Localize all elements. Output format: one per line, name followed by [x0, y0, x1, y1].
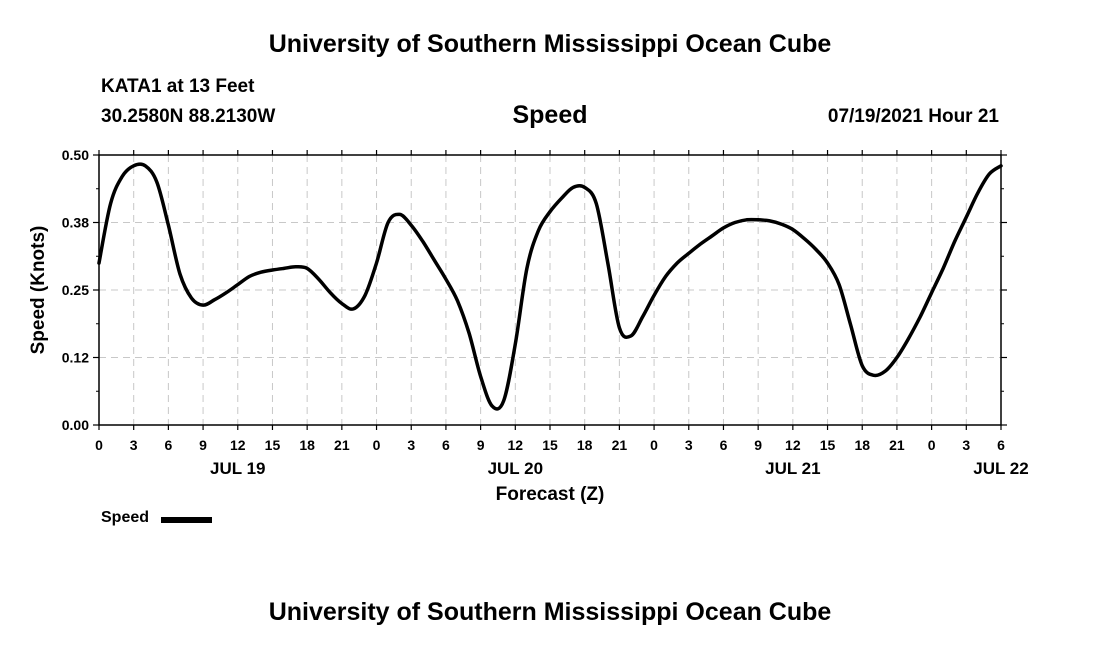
x-tick-label: 9: [199, 437, 207, 453]
y-axis-label: Speed (Knots): [28, 226, 49, 355]
x-tick-label: 15: [820, 437, 836, 453]
series-line-speed: [97, 162, 1003, 411]
x-tick-label: 21: [612, 437, 628, 453]
legend-label: Speed: [101, 509, 150, 526]
x-tick-label: 6: [164, 437, 172, 453]
x-tick-label: 12: [230, 437, 246, 453]
x-tick-label: 21: [889, 437, 905, 453]
y-tick-label: 0.38: [62, 215, 89, 231]
x-tick-label: 0: [650, 437, 658, 453]
date-label: JUL 22: [973, 459, 1028, 478]
y-tick-label: 0.50: [62, 147, 89, 163]
x-tick-label: 0: [95, 437, 103, 453]
date-label: JUL 21: [765, 459, 820, 478]
x-tick-label: 15: [542, 437, 558, 453]
footer-organization-title: University of Southern Mississippi Ocean…: [268, 598, 832, 626]
y-tick-label: 0.12: [62, 350, 89, 366]
y-tick-label: 0.00: [62, 417, 89, 433]
date-label: JUL 20: [488, 459, 543, 478]
x-tick-label: 6: [720, 437, 728, 453]
x-tick-label: 12: [785, 437, 801, 453]
x-axis-ticks: 0 3 6 9 12 15 18 21 0 3 6 9 12 15 18 21 0 3 6 9 12 15 18 21 0 3 6: [95, 150, 1005, 453]
x-tick-label: 15: [265, 437, 281, 453]
x-tick-label: 0: [928, 437, 936, 453]
x-tick-label: 6: [997, 437, 1005, 453]
x-tick-label: 3: [962, 437, 970, 453]
legend-swatch: [161, 517, 212, 523]
y-tick-label: 0.25: [62, 282, 89, 298]
coordinates-label: 30.2580N 88.2130W: [101, 106, 276, 127]
y-axis-ticks: 0.00 0.12 0.25 0.38 0.50: [62, 147, 1007, 433]
grid-lines: [99, 155, 1001, 425]
x-tick-label: 9: [754, 437, 762, 453]
x-tick-label: 12: [508, 437, 524, 453]
x-tick-label: 3: [407, 437, 415, 453]
x-axis-label: Forecast (Z): [496, 484, 605, 505]
x-tick-label: 3: [685, 437, 693, 453]
organization-title: University of Southern Mississippi Ocean…: [268, 30, 832, 58]
forecast-datetime: 07/19/2021 Hour 21: [827, 106, 999, 127]
x-tick-label: 0: [373, 437, 381, 453]
date-label: JUL 19: [210, 459, 265, 478]
x-tick-label: 18: [577, 437, 593, 453]
x-tick-label: 21: [334, 437, 350, 453]
chart-title: Speed: [512, 101, 588, 129]
x-tick-label: 18: [299, 437, 315, 453]
x-tick-label: 3: [130, 437, 138, 453]
station-label: KATA1 at 13 Feet: [101, 76, 255, 97]
x-tick-label: 18: [854, 437, 870, 453]
x-tick-label: 9: [477, 437, 485, 453]
x-tick-label: 6: [442, 437, 450, 453]
date-labels: JUL 19 JUL 20 JUL 21 JUL 22: [210, 459, 1029, 478]
